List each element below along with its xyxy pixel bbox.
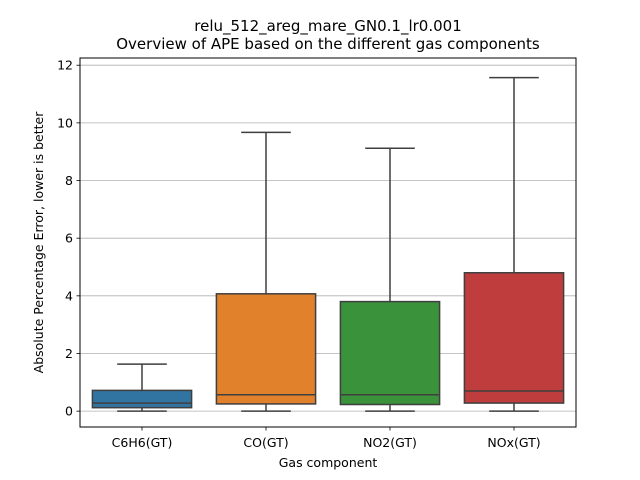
y-tick-label: 10 [57, 115, 73, 130]
y-tick-label: 0 [65, 404, 73, 419]
iqr-box [339, 300, 441, 406]
plot-frame [79, 57, 577, 428]
chart-title: relu_512_areg_mare_GN0.1_lr0.001 [194, 17, 462, 36]
x-ticks: C6H6(GT) CO(GT) NO2(GT) NOx(GT) [112, 427, 541, 450]
y-tick-label: 2 [65, 346, 73, 361]
iqr-box [463, 272, 565, 404]
y-tick-label: 4 [65, 288, 73, 303]
x-axis-label: Gas component [279, 455, 378, 470]
box-group [463, 76, 565, 412]
x-tick-label: NO2(GT) [363, 435, 417, 450]
iqr-box [91, 389, 193, 409]
x-tick-label: NOx(GT) [487, 435, 540, 450]
grid-lines [80, 64, 576, 412]
y-ticks: 0 2 4 6 8 10 12 [57, 58, 80, 419]
box-group [339, 147, 441, 412]
box-group [91, 363, 193, 412]
iqr-box [215, 293, 317, 405]
chart-subtitle: Overview of APE based on the different g… [116, 35, 540, 53]
y-tick-label: 6 [65, 231, 73, 246]
y-tick-label: 12 [57, 58, 73, 73]
y-axis-label: Absolute Percentage Error, lower is bett… [31, 111, 46, 374]
y-tick-label: 8 [65, 173, 73, 188]
box-group [215, 131, 317, 412]
x-tick-label: C6H6(GT) [112, 435, 173, 450]
x-tick-label: CO(GT) [243, 435, 288, 450]
boxes [91, 76, 565, 412]
